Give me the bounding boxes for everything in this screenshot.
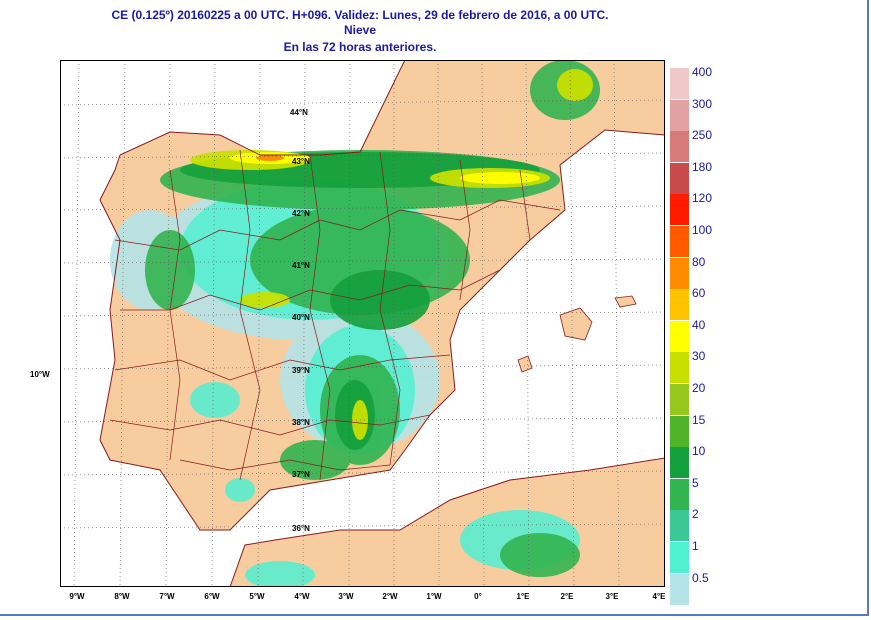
- legend-swatch: [670, 257, 689, 289]
- legend-swatch: [670, 510, 689, 542]
- lat-label-40n: 40°N: [292, 313, 310, 322]
- graticule: [60, 60, 665, 587]
- map-variable: Nieve: [343, 23, 377, 37]
- lat-label-43n: 43°N: [292, 157, 310, 166]
- legend-label: 120: [692, 191, 713, 206]
- africa-coastline: [229, 457, 665, 587]
- map-title: CE (0.125º) 20160225 a 00 UTC. H+096. Va…: [111, 8, 609, 22]
- legend-label: 40: [692, 317, 706, 332]
- legend-label: 60: [692, 286, 706, 301]
- lon-label-2e: 2°E: [560, 592, 574, 601]
- lon-label-3w: 3°W: [338, 592, 354, 601]
- legend-swatch: [670, 478, 689, 510]
- map-border: [60, 60, 665, 587]
- snow-field-orange: [256, 155, 284, 161]
- legend-swatch: [670, 415, 689, 447]
- legend-swatch: [670, 447, 689, 479]
- legend-label: 0.5: [692, 570, 709, 585]
- legend-swatch: [670, 226, 689, 257]
- legend-label: 80: [692, 254, 706, 269]
- province-boundaries: [109, 149, 561, 481]
- legend-swatch: [670, 384, 689, 415]
- iberia-snow-map: 44°N 43°N 42°N 41°N 40°N 39°N 38°N 37°N …: [60, 60, 665, 587]
- legend-swatch: [670, 131, 689, 163]
- legend-label: 10: [692, 444, 706, 459]
- lon-label-5w: 5°W: [249, 592, 265, 601]
- legend-swatch: [670, 194, 689, 226]
- legend-swatch: [670, 573, 689, 605]
- legend-label: 100: [692, 223, 713, 237]
- legend-swatch: [670, 289, 689, 321]
- lat-label-36n: 36°N: [292, 524, 310, 533]
- legend-label: 180: [692, 159, 713, 174]
- legend-label: 15: [692, 412, 706, 427]
- lat-label-41n: 41°N: [292, 261, 310, 270]
- lat-label-44n: 44°N: [290, 108, 308, 117]
- legend-swatch: [670, 542, 689, 573]
- legend-label: 2: [692, 507, 699, 522]
- menorca-land: [614, 295, 637, 308]
- lon-label-10w: 10°W: [30, 370, 50, 379]
- legend-swatch: [670, 68, 689, 99]
- lon-label-0: 0°: [474, 592, 482, 601]
- lon-label-1e: 1°E: [516, 592, 530, 601]
- map-period: En las 72 horas anteriores.: [283, 40, 437, 54]
- lon-label-8w: 8°W: [114, 592, 130, 601]
- legend-swatch: [670, 320, 689, 352]
- legend-label: 20: [692, 381, 706, 395]
- lon-label-1w: 1°W: [426, 592, 442, 601]
- lat-label-42n: 42°N: [292, 209, 310, 218]
- legend-label: 1: [692, 539, 699, 553]
- lat-label-37n: 37°N: [292, 470, 310, 479]
- legend-label: 300: [692, 96, 713, 111]
- legend-swatch: [670, 162, 689, 194]
- lon-label-2w: 2°W: [382, 592, 398, 601]
- legend-label: 30: [692, 349, 706, 364]
- lat-label-39n: 39°N: [292, 366, 310, 375]
- legend-swatch: [670, 352, 689, 384]
- lat-label-38n: 38°N: [292, 418, 310, 427]
- lon-label-9w: 9°W: [69, 592, 85, 601]
- legend-label: 5: [692, 475, 699, 490]
- lon-label-3e: 3°E: [605, 592, 619, 601]
- lon-label-7w: 7°W: [159, 592, 175, 601]
- lon-label-6w: 6°W: [204, 592, 220, 601]
- ibiza-land: [517, 355, 533, 373]
- legend-label: 400: [692, 65, 713, 79]
- lon-label-4e: 4°E: [652, 592, 666, 601]
- mallorca-land: [559, 307, 593, 341]
- legend-swatch: [670, 99, 689, 131]
- legend-label: 250: [692, 128, 713, 143]
- lon-label-4w: 4°W: [294, 592, 310, 601]
